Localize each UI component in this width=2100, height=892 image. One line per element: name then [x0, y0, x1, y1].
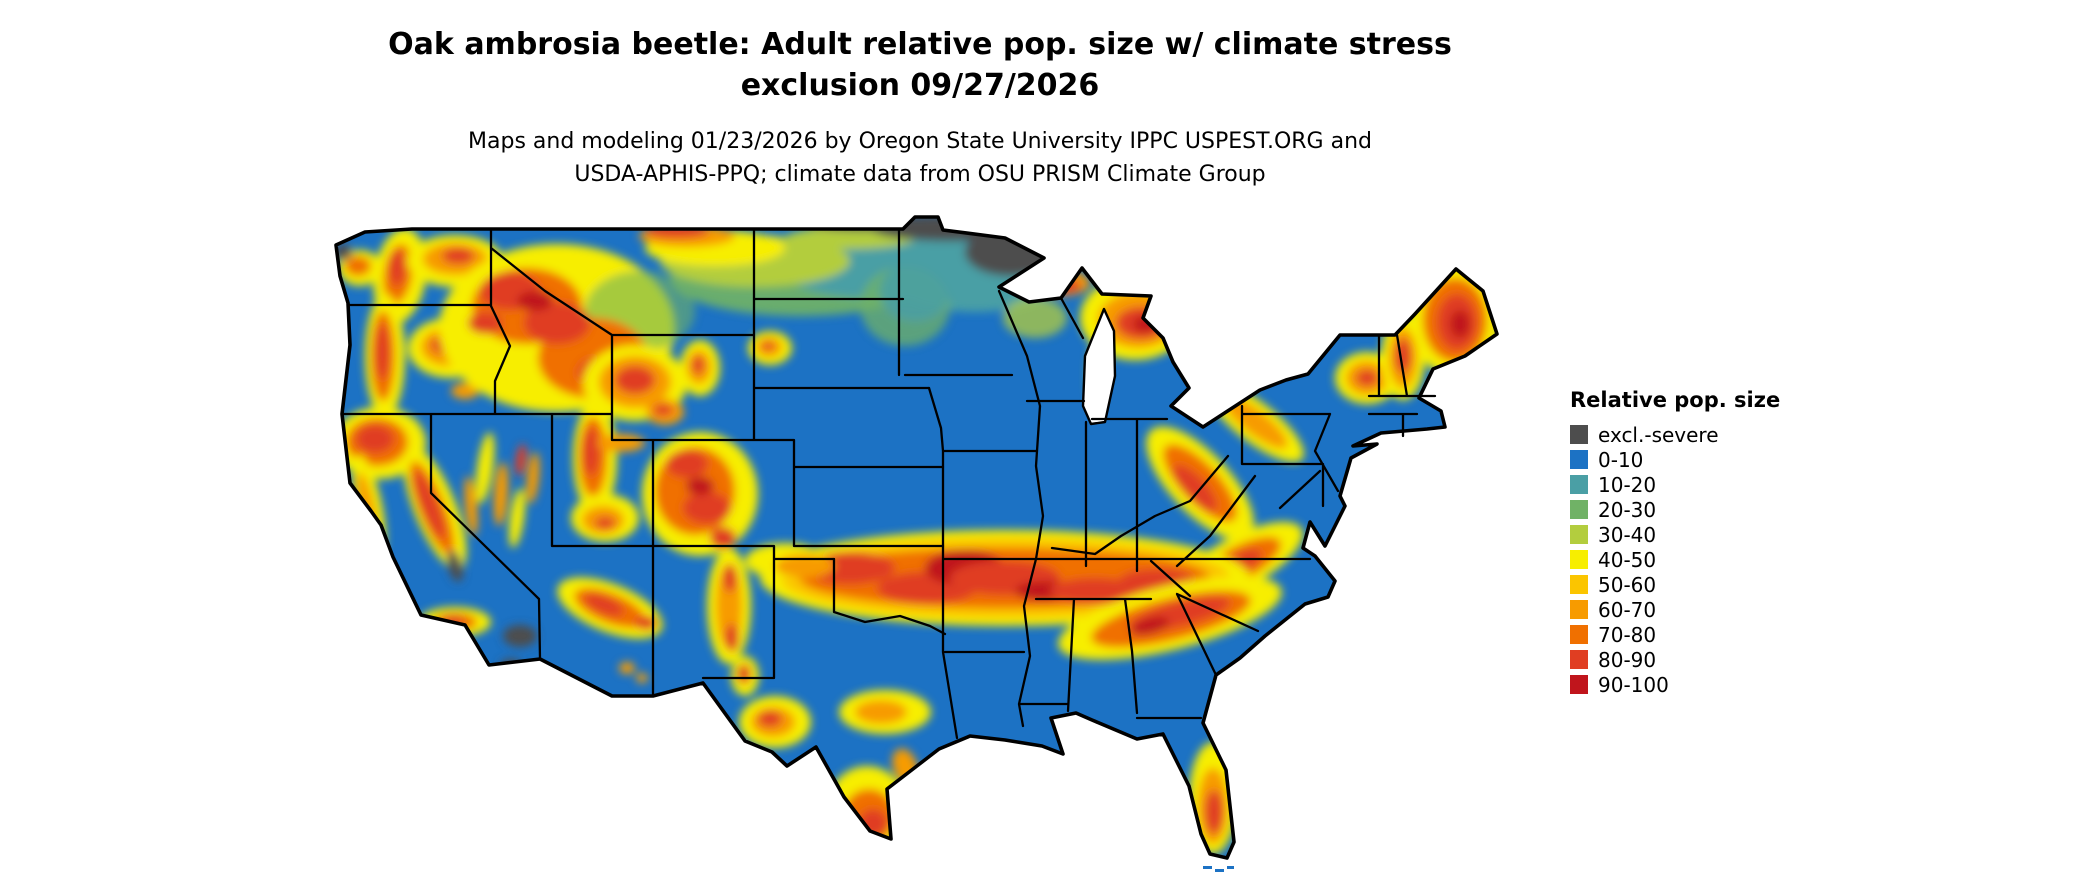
legend-entry-label: 40-50 [1598, 547, 1657, 572]
legend-entry-label: 70-80 [1598, 622, 1657, 647]
us-map [305, 206, 1525, 886]
legend-entry: 0-10 [1570, 447, 1830, 472]
legend: Relative pop. size excl.-severe 0-10 10-20… [1570, 388, 1830, 697]
legend-entries: excl.-severe 0-10 10-20 20-30 30-40 40-50 50-6… [1570, 422, 1830, 697]
map-subtitle: Maps and modeling 01/23/2026 by Oregon S… [0, 125, 1840, 191]
map-subtitle-line2: USDA-APHIS-PPQ; climate data from OSU PR… [574, 161, 1266, 187]
lake-michigan [1081, 307, 1117, 426]
legend-entry: 30-40 [1570, 522, 1830, 547]
legend-swatch [1570, 525, 1588, 544]
legend-swatch [1570, 650, 1588, 669]
legend-swatch [1570, 575, 1588, 594]
legend-entry: 90-100 [1570, 672, 1830, 697]
us-map-svg [334, 215, 1499, 872]
legend-entry: 60-70 [1570, 597, 1830, 622]
legend-entry-label: 90-100 [1598, 672, 1669, 697]
us-outline [334, 215, 1499, 860]
legend-entry-label: 80-90 [1598, 647, 1657, 672]
map-title: Oak ambrosia beetle: Adult relative pop.… [0, 24, 1840, 107]
legend-entry: excl.-severe [1570, 422, 1830, 447]
legend-swatch [1570, 675, 1588, 694]
legend-entry: 10-20 [1570, 472, 1830, 497]
florida-keys [1203, 866, 1234, 872]
map-title-line1: Oak ambrosia beetle: Adult relative pop.… [388, 27, 1452, 62]
header: Oak ambrosia beetle: Adult relative pop.… [0, 24, 1840, 191]
map-subtitle-line1: Maps and modeling 01/23/2026 by Oregon S… [468, 128, 1372, 154]
legend-entry: 40-50 [1570, 547, 1830, 572]
state-borders [340, 227, 1437, 740]
map-title-line2: exclusion 09/27/2026 [740, 68, 1100, 104]
legend-entry: 50-60 [1570, 572, 1830, 597]
legend-entry: 70-80 [1570, 622, 1830, 647]
legend-entry: 20-30 [1570, 497, 1830, 522]
legend-swatch [1570, 600, 1588, 619]
legend-entry-label: 30-40 [1598, 522, 1657, 547]
legend-swatch [1570, 475, 1588, 494]
legend-swatch [1570, 425, 1588, 444]
legend-entry-label: 60-70 [1598, 597, 1657, 622]
legend-swatch [1570, 625, 1588, 644]
legend-entry: 80-90 [1570, 647, 1830, 672]
legend-entry-label: 50-60 [1598, 572, 1657, 597]
legend-entry-label: excl.-severe [1598, 422, 1719, 447]
legend-swatch [1570, 450, 1588, 469]
legend-entry-label: 10-20 [1598, 472, 1657, 497]
legend-title: Relative pop. size [1570, 388, 1781, 412]
legend-entry-label: 20-30 [1598, 497, 1657, 522]
legend-swatch [1570, 550, 1588, 569]
legend-swatch [1570, 500, 1588, 519]
legend-entry-label: 0-10 [1598, 447, 1644, 472]
